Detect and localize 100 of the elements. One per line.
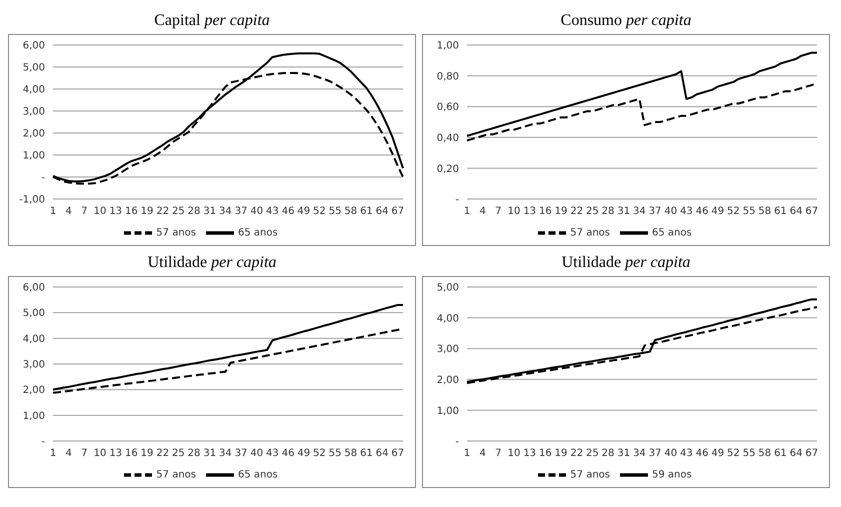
x-tick-label: 64: [790, 448, 802, 460]
x-tick-label: 34: [219, 448, 232, 460]
x-tick-label: 52: [313, 448, 326, 460]
x-tick-label: 7: [495, 206, 502, 218]
x-tick-label: 37: [648, 448, 662, 460]
x-tick-label: 58: [344, 448, 358, 460]
x-tick-label: 7: [81, 206, 88, 218]
x-tick-label: 10: [94, 448, 106, 460]
legend-label: 59 anos: [652, 470, 692, 481]
x-tick-label: 4: [65, 448, 72, 460]
x-tick-label: 55: [742, 206, 756, 218]
x-tick-label: 10: [508, 206, 520, 218]
x-tick-label: 16: [124, 448, 138, 460]
y-tick-label: 2,00: [22, 128, 45, 140]
x-tick-label: 55: [328, 448, 342, 460]
x-tick-label: 46: [282, 206, 294, 218]
x-tick-label: 43: [680, 206, 693, 218]
x-tick-label: 37: [234, 448, 248, 460]
x-tick-label: 13: [109, 448, 122, 460]
legend-label: 65 anos: [238, 228, 278, 239]
x-tick-label: 52: [727, 206, 740, 218]
x-tick-label: 58: [758, 206, 772, 218]
x-tick-label: 40: [664, 206, 678, 218]
x-tick-label: 58: [758, 448, 772, 460]
x-tick-label: 40: [664, 448, 678, 460]
x-tick-label: 16: [124, 206, 138, 218]
legend-label: 65 anos: [652, 228, 692, 239]
x-tick-label: 25: [586, 448, 599, 460]
x-tick-label: 28: [602, 448, 614, 460]
x-tick-label: 58: [344, 206, 358, 218]
x-tick-label: 13: [523, 206, 536, 218]
legend-label: 57 anos: [570, 228, 610, 239]
y-tick-label: 0,60: [436, 102, 459, 114]
x-tick-label: 10: [508, 448, 520, 460]
x-tick-label: 37: [234, 206, 248, 218]
x-tick-label: 55: [328, 206, 342, 218]
y-tick-label: 0,80: [436, 71, 459, 82]
y-tick-label: 0,20: [436, 164, 459, 175]
x-tick-label: 13: [109, 206, 122, 218]
y-tick-label: 1,00: [436, 406, 459, 417]
x-tick-label: 31: [203, 206, 216, 218]
x-tick-label: 34: [633, 206, 646, 218]
legend-label: 57 anos: [570, 470, 610, 481]
x-tick-label: 19: [140, 206, 154, 218]
chart-title: Utilidade per capita: [146, 253, 278, 273]
x-tick-label: 1: [50, 448, 56, 460]
x-tick-label: 67: [391, 206, 404, 218]
x-tick-label: 67: [805, 448, 818, 460]
x-tick-label: 1: [50, 206, 56, 218]
x-tick-label: 37: [648, 206, 662, 218]
x-tick-label: 34: [219, 206, 232, 218]
x-tick-label: 61: [774, 206, 787, 218]
x-tick-label: 64: [376, 206, 388, 218]
x-tick-label: 28: [602, 206, 614, 218]
y-tick-label: -: [41, 436, 46, 448]
y-tick-label: -1,00: [19, 194, 45, 206]
line-series: [52, 304, 404, 391]
x-tick-label: 16: [538, 448, 552, 460]
x-tick-label: 67: [391, 448, 404, 460]
y-tick-label: 1,00: [22, 150, 45, 162]
x-tick-label: 49: [711, 448, 724, 460]
y-tick-label: 4,00: [436, 313, 459, 324]
y-tick-label: 3,00: [436, 344, 459, 356]
y-tick-label: 4,00: [22, 334, 45, 345]
x-tick-label: 40: [250, 448, 264, 460]
x-tick-label: 61: [360, 448, 373, 460]
x-tick-label: 22: [156, 206, 170, 218]
x-tick-label: 25: [586, 206, 599, 218]
x-tick-label: 52: [313, 206, 326, 218]
x-tick-label: 19: [554, 206, 568, 218]
x-tick-label: 22: [156, 448, 170, 460]
x-tick-label: 31: [617, 448, 630, 460]
x-tick-label: 64: [790, 206, 802, 218]
x-tick-label: 46: [696, 448, 708, 460]
x-tick-label: 22: [570, 206, 584, 218]
y-tick-label: 0,40: [436, 132, 459, 144]
x-tick-label: 67: [805, 206, 818, 218]
legend-label: 57 anos: [156, 228, 196, 239]
x-tick-label: 52: [727, 448, 740, 460]
legend-label: 65 anos: [238, 470, 278, 481]
x-tick-label: 43: [680, 448, 693, 460]
x-tick-label: 4: [479, 206, 486, 218]
x-tick-label: 16: [538, 206, 552, 218]
y-tick-label: 3,00: [22, 360, 45, 371]
y-tick-label: 1,00: [22, 410, 45, 422]
x-tick-label: 28: [188, 448, 200, 460]
y-tick-label: 2,00: [436, 374, 459, 386]
y-tick-label: 3,00: [22, 106, 45, 118]
x-tick-label: 46: [696, 206, 708, 218]
x-tick-label: 7: [495, 448, 502, 460]
y-tick-label: -: [455, 436, 460, 448]
x-tick-label: 19: [140, 448, 154, 460]
x-tick-label: 4: [65, 206, 72, 218]
y-tick-label: 5,00: [22, 308, 45, 320]
x-tick-label: 1: [464, 448, 470, 460]
chart-title: Utilidade per capita: [560, 253, 692, 273]
x-tick-label: 40: [250, 206, 264, 218]
chart-title: Capital per capita: [153, 11, 271, 31]
y-tick-label: 5,00: [22, 62, 45, 74]
chart-title: Consumo per capita: [560, 11, 692, 31]
